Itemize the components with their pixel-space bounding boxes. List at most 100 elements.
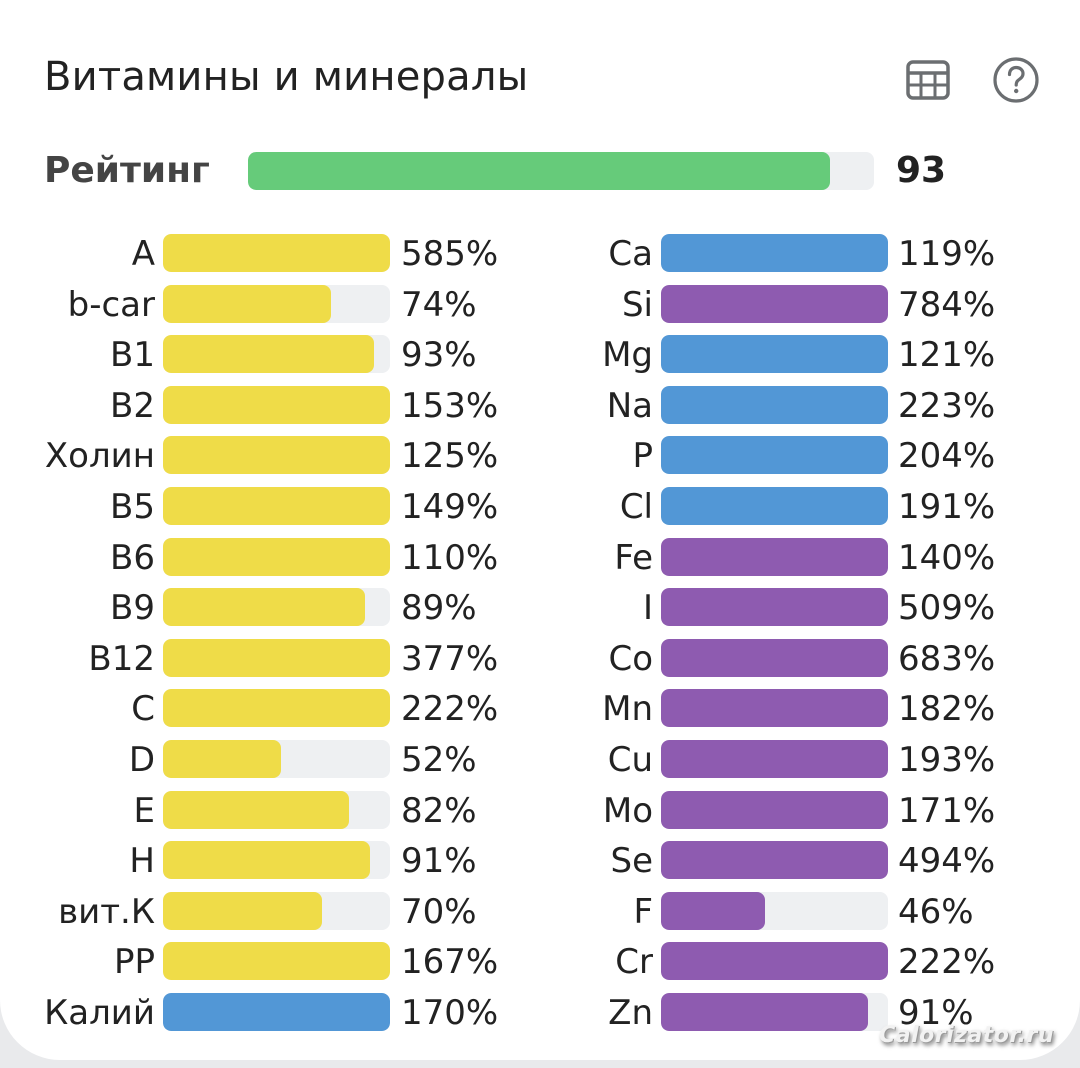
nutrient-row-b-car: b-car 74% xyxy=(0,284,1080,336)
nutrient-bar-track xyxy=(661,537,888,576)
nutrient-bar-track xyxy=(661,992,888,1031)
vitamins-column: A 585% b-car 74% B1 93% B2 153% Холин 125% B5 149% B… xyxy=(0,234,1080,1044)
nutrient-bar-track xyxy=(163,588,390,627)
rating-value: 93 xyxy=(896,150,947,191)
nutrient-row-a: A 585% xyxy=(0,234,1080,285)
nutrient-row-d: D 52% xyxy=(0,739,1080,791)
nutrient-label: Zn xyxy=(608,992,653,1033)
nutrient-percent: 191% xyxy=(898,486,996,527)
nutrient-label: Калий xyxy=(44,992,155,1033)
nutrient-bar-fill xyxy=(661,284,888,323)
nutrient-row-h: H 91% xyxy=(0,841,1080,892)
rating-label: Рейтинг xyxy=(44,150,210,191)
table-view-button[interactable] xyxy=(904,56,952,104)
nutrient-bar-track xyxy=(163,638,390,677)
nutrient-bar-track xyxy=(661,689,888,728)
nutrient-row-cu: Cu 193% xyxy=(0,739,1080,791)
nutrient-bar-fill xyxy=(661,689,888,728)
nutrient-percent: 182% xyxy=(898,689,996,730)
nutrient-bar-track xyxy=(163,739,390,778)
nutrient-row-b1: B1 93% xyxy=(0,335,1080,386)
watermark: Calorizator.ru xyxy=(879,1023,1054,1048)
nutrient-bar-fill xyxy=(661,436,888,475)
nutrient-row-si: Si 784% xyxy=(0,284,1080,336)
nutrient-percent: 46% xyxy=(898,891,974,932)
nutrient-bar-fill xyxy=(661,790,888,829)
rating-bar-track xyxy=(248,152,874,190)
nutrient-row-e: E 82% xyxy=(0,790,1080,842)
nutrient-row-ca: Ca 119% xyxy=(0,234,1080,285)
nutrient-label: b-car xyxy=(67,284,155,325)
nutrient-row-i: I 509% xyxy=(0,588,1080,639)
help-button[interactable] xyxy=(992,56,1040,104)
nutrient-percent: 82% xyxy=(401,790,477,831)
nutrient-bar-track xyxy=(163,537,390,576)
nutrient-label: Fe xyxy=(614,537,653,578)
nutrient-bar-fill xyxy=(163,689,390,728)
nutrient-bar-fill xyxy=(163,385,390,424)
nutrient-row-mg: Mg 121% xyxy=(0,335,1080,386)
nutrient-label: Co xyxy=(608,638,653,679)
nutrient-bar-track xyxy=(163,689,390,728)
nutrient-label: Ca xyxy=(608,234,653,274)
nutrient-label: Mo xyxy=(602,790,653,831)
nutrient-bar-track xyxy=(661,841,888,880)
nutrient-label: D xyxy=(128,739,155,780)
minerals-column: Ca 119% Si 784% Mg 121% Na 223% P 204% Cl 191% Fe 140… xyxy=(0,234,1080,1044)
nutrient-label: Si xyxy=(621,284,653,325)
nutrient-label: Cu xyxy=(607,739,653,780)
nutrient-bar-track xyxy=(661,486,888,525)
nutrient-bar-track xyxy=(163,942,390,981)
nutrient-row-b6: B6 110% xyxy=(0,537,1080,589)
nutrient-bar-fill xyxy=(661,638,888,677)
nutrient-row-pp: PP 167% xyxy=(0,942,1080,993)
nutrient-label: F xyxy=(633,891,653,932)
nutrient-bar-fill xyxy=(163,790,350,829)
nutrient-row-витк: вит.К 70% xyxy=(0,891,1080,943)
nutrient-percent: 509% xyxy=(898,588,996,629)
nutrient-label: A xyxy=(131,234,155,274)
nutrient-percent: 494% xyxy=(898,841,996,882)
nutrient-label: C xyxy=(131,689,155,730)
nutrient-percent: 89% xyxy=(401,588,477,629)
nutrient-label: B6 xyxy=(110,537,155,578)
nutrient-bar-fill xyxy=(163,436,390,475)
nutrient-percent: 222% xyxy=(401,689,499,730)
nutrient-label: Cr xyxy=(615,942,653,983)
nutrient-row-p: P 204% xyxy=(0,436,1080,487)
nutrient-label: I xyxy=(642,588,653,629)
nutrient-percent: 121% xyxy=(898,335,996,376)
nutrient-bar-track xyxy=(163,335,390,374)
nutrient-percent: 683% xyxy=(898,638,996,679)
nutrient-percent: 377% xyxy=(401,638,499,679)
nutrient-percent: 91% xyxy=(898,992,974,1033)
nutrient-percent: 91% xyxy=(401,841,477,882)
nutrient-percent: 149% xyxy=(401,486,499,527)
nutrient-row-b5: B5 149% xyxy=(0,486,1080,538)
nutrient-bar-fill xyxy=(661,537,888,576)
nutrient-row-b2: B2 153% xyxy=(0,385,1080,437)
nutrient-bar-track xyxy=(661,284,888,323)
nutrient-percent: 110% xyxy=(401,537,499,578)
nutrient-row-fe: Fe 140% xyxy=(0,537,1080,589)
nutrient-row-na: Na 223% xyxy=(0,385,1080,437)
nutrient-bar-track xyxy=(163,284,390,323)
nutrient-bar-fill xyxy=(661,891,766,930)
nutrient-bar-track xyxy=(163,841,390,880)
nutrient-row-cl: Cl 191% xyxy=(0,486,1080,538)
nutrient-bar-track xyxy=(661,335,888,374)
nutrient-bar-track xyxy=(163,385,390,424)
nutrient-bar-fill xyxy=(163,638,390,677)
nutrient-label: H xyxy=(129,841,155,882)
nutrient-row-b12: B12 377% xyxy=(0,638,1080,690)
nutrient-row-zn: Zn 91% xyxy=(0,992,1080,1044)
nutrient-bar-fill xyxy=(163,992,390,1031)
nutrient-bar-fill xyxy=(661,234,888,272)
nutrient-row-mn: Mn 182% xyxy=(0,689,1080,740)
nutrient-percent: 70% xyxy=(401,891,477,932)
nutrient-bar-fill xyxy=(661,385,888,424)
nutrient-bar-track xyxy=(661,790,888,829)
nutrient-row-se: Se 494% xyxy=(0,841,1080,892)
nutrient-row-калий: Калий 170% xyxy=(0,992,1080,1044)
nutrient-bar-fill xyxy=(163,891,322,930)
